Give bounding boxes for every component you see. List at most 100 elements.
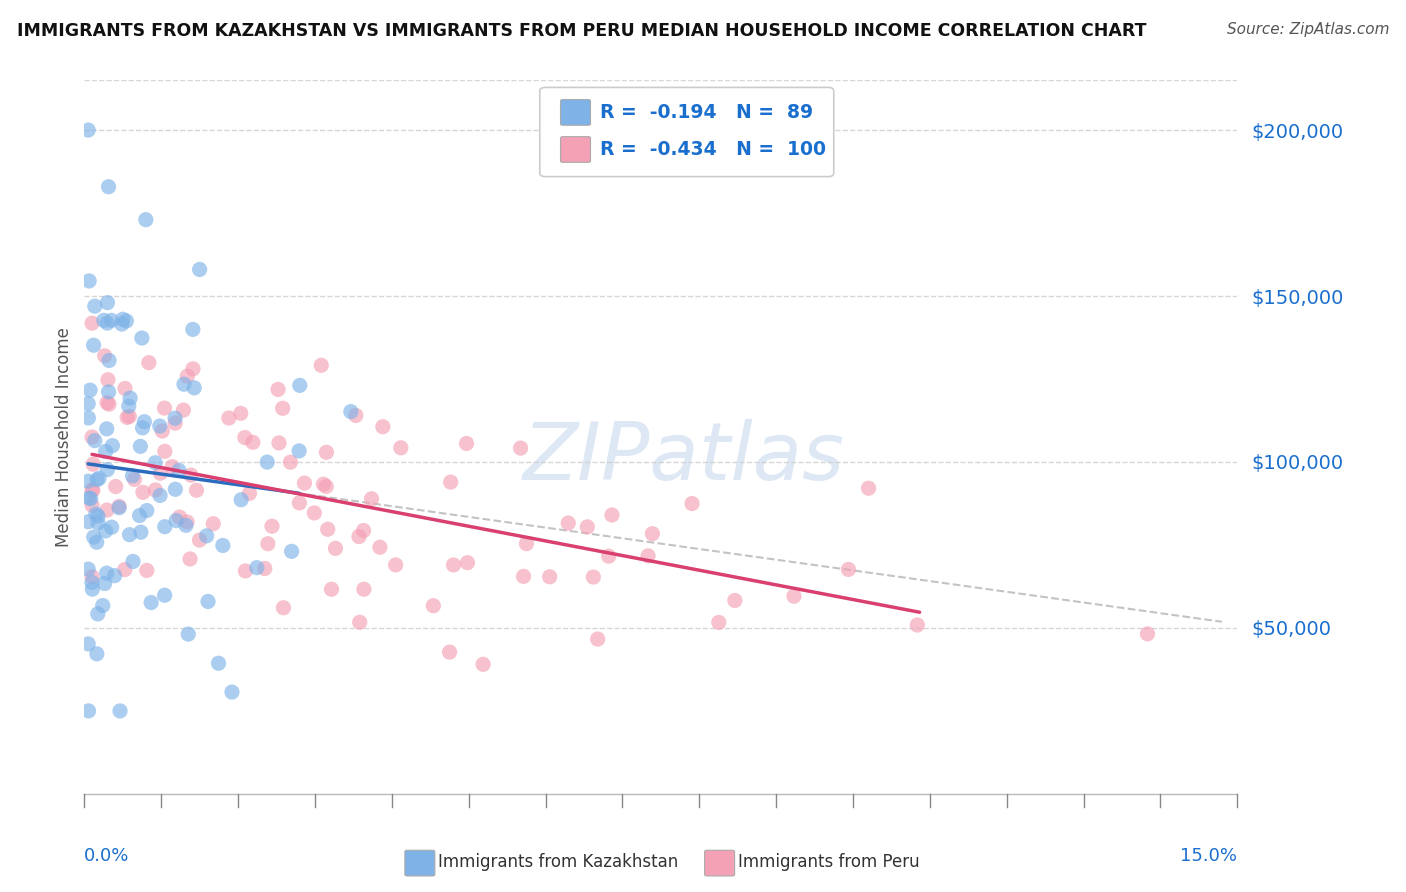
Point	[138, 356, 160, 370]
Point	[681, 497, 703, 511]
Point	[218, 411, 240, 425]
Point	[586, 632, 609, 646]
Point	[353, 524, 375, 538]
Point	[304, 506, 326, 520]
Point	[344, 409, 367, 423]
Point	[93, 576, 115, 591]
Point	[129, 439, 152, 453]
Point	[271, 401, 294, 416]
Point	[87, 509, 110, 524]
Point	[100, 520, 122, 534]
Point	[207, 657, 229, 671]
Point	[238, 486, 260, 500]
Point	[131, 421, 153, 435]
Point	[82, 483, 104, 498]
Point	[114, 381, 136, 395]
Point	[80, 316, 103, 330]
Point	[509, 441, 531, 455]
Point	[86, 473, 108, 487]
Point	[600, 508, 623, 522]
Point	[315, 479, 337, 493]
Point	[1136, 627, 1159, 641]
Point	[135, 212, 157, 227]
Point	[86, 535, 108, 549]
Point	[98, 397, 121, 411]
Point	[153, 401, 176, 416]
Point	[111, 312, 134, 326]
Point	[129, 525, 152, 540]
Point	[135, 503, 157, 517]
FancyBboxPatch shape	[405, 850, 434, 876]
Point	[149, 488, 172, 502]
Point	[77, 562, 100, 576]
Point	[149, 467, 172, 481]
Point	[176, 369, 198, 384]
Point	[186, 483, 208, 498]
Point	[221, 685, 243, 699]
Point	[260, 519, 283, 533]
Point	[115, 314, 138, 328]
Point	[82, 457, 104, 471]
Point	[456, 436, 478, 450]
Point	[97, 384, 120, 399]
Point	[267, 436, 290, 450]
Point	[80, 430, 103, 444]
Point	[456, 556, 478, 570]
Point	[135, 563, 157, 577]
Point	[93, 313, 115, 327]
Point	[179, 552, 201, 566]
Point	[183, 381, 205, 395]
Point	[472, 657, 495, 672]
Point	[100, 313, 122, 327]
Point	[172, 403, 194, 417]
Point	[114, 563, 136, 577]
Point	[280, 544, 302, 558]
Point	[256, 455, 278, 469]
Point	[79, 491, 101, 506]
Point	[905, 618, 928, 632]
Point	[111, 317, 134, 331]
Point	[167, 463, 190, 477]
Point	[422, 599, 444, 613]
Point	[837, 562, 859, 576]
Point	[87, 607, 110, 621]
Point	[77, 474, 100, 488]
Point	[149, 419, 172, 434]
FancyBboxPatch shape	[704, 850, 734, 876]
Point	[77, 515, 100, 529]
Point	[153, 519, 176, 533]
Point	[77, 491, 100, 505]
Point	[86, 647, 108, 661]
Point	[104, 479, 127, 493]
Point	[309, 359, 332, 373]
Point	[77, 637, 100, 651]
Point	[173, 377, 195, 392]
Text: R =  -0.434   N =  100: R = -0.434 N = 100	[600, 140, 825, 159]
Text: 0.0%: 0.0%	[84, 847, 129, 865]
Point	[288, 443, 311, 458]
Point	[724, 593, 747, 607]
Point	[169, 510, 191, 524]
Point	[353, 582, 375, 597]
Point	[145, 483, 167, 497]
Y-axis label: Median Household Income: Median Household Income	[55, 327, 73, 547]
Point	[288, 496, 311, 510]
Point	[80, 575, 103, 590]
Point	[197, 594, 219, 608]
Point	[77, 704, 100, 718]
Point	[96, 503, 118, 517]
Point	[96, 316, 118, 330]
Point	[77, 123, 100, 137]
Point	[235, 564, 257, 578]
Point	[93, 349, 115, 363]
Point	[181, 361, 204, 376]
Point	[165, 483, 187, 497]
Point	[108, 704, 131, 718]
Point	[202, 516, 225, 531]
Point	[83, 434, 105, 448]
Text: 15.0%: 15.0%	[1180, 847, 1237, 865]
Point	[131, 331, 153, 345]
Point	[371, 419, 394, 434]
Point	[108, 500, 131, 515]
Point	[91, 599, 114, 613]
